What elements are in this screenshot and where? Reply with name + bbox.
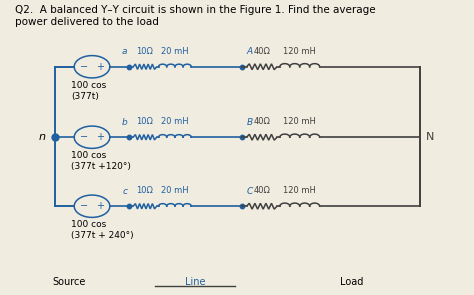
- Text: 100 cos: 100 cos: [71, 220, 106, 229]
- Text: (377t + 240°): (377t + 240°): [71, 231, 134, 240]
- Text: 40Ω: 40Ω: [253, 117, 270, 126]
- Text: (377t): (377t): [71, 92, 99, 101]
- Text: 120 mH: 120 mH: [283, 186, 316, 195]
- Text: 40Ω: 40Ω: [253, 47, 270, 55]
- Text: B: B: [246, 118, 253, 127]
- Text: Source: Source: [52, 277, 85, 287]
- Text: 10Ω: 10Ω: [137, 47, 154, 55]
- Text: Line: Line: [185, 277, 205, 287]
- Text: Q2.  A balanced Y–Y circuit is shown in the Figure 1. Find the average
power del: Q2. A balanced Y–Y circuit is shown in t…: [15, 5, 375, 27]
- Text: C: C: [246, 187, 253, 196]
- Text: +: +: [96, 62, 104, 72]
- Text: 10Ω: 10Ω: [137, 186, 154, 195]
- Text: 40Ω: 40Ω: [253, 186, 270, 195]
- Text: A: A: [246, 47, 253, 56]
- Text: 100 cos: 100 cos: [71, 81, 106, 90]
- Text: −: −: [80, 132, 88, 142]
- Text: a: a: [122, 47, 128, 56]
- Text: b: b: [122, 118, 128, 127]
- Text: 20 mH: 20 mH: [161, 186, 189, 195]
- Text: +: +: [96, 201, 104, 211]
- Text: 20 mH: 20 mH: [161, 47, 189, 55]
- Text: 120 mH: 120 mH: [283, 117, 316, 126]
- Text: 20 mH: 20 mH: [161, 117, 189, 126]
- Text: 120 mH: 120 mH: [283, 47, 316, 55]
- Text: +: +: [96, 132, 104, 142]
- Text: n: n: [38, 132, 45, 142]
- Text: −: −: [80, 201, 88, 211]
- Text: Load: Load: [340, 277, 364, 287]
- Text: 10Ω: 10Ω: [137, 117, 154, 126]
- Text: 100 cos: 100 cos: [71, 151, 106, 160]
- Text: (377t +120°): (377t +120°): [71, 162, 131, 171]
- Text: c: c: [122, 187, 128, 196]
- Text: N: N: [426, 132, 434, 142]
- Text: −: −: [80, 62, 88, 72]
